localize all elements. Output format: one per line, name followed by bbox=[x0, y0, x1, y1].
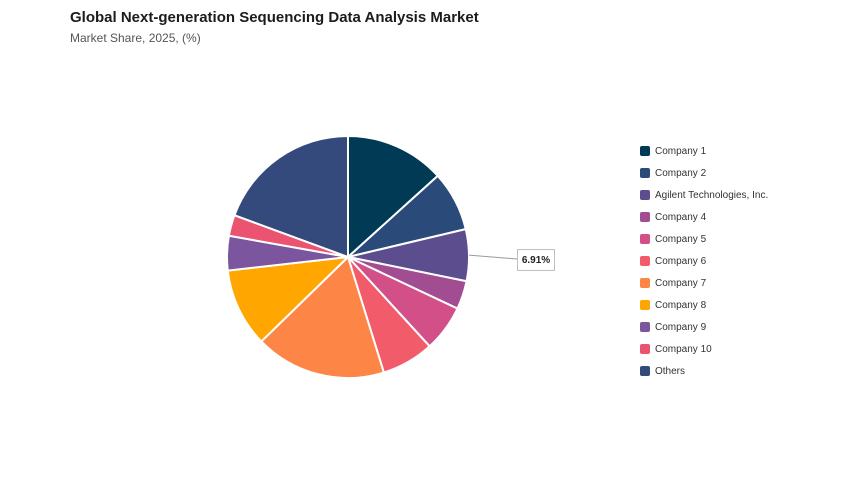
chart-title: Global Next-generation Sequencing Data A… bbox=[70, 9, 479, 26]
legend-item[interactable]: Company 2 bbox=[640, 162, 768, 184]
legend-item[interactable]: Company 10 bbox=[640, 338, 768, 360]
pie-slice-1[interactable] bbox=[347, 134, 440, 260]
chart-subtitle: Market Share, 2025, (%) bbox=[70, 31, 201, 45]
legend-label: Company 7 bbox=[655, 277, 707, 289]
legend-swatch bbox=[640, 146, 650, 156]
legend-item[interactable]: Company 6 bbox=[640, 250, 768, 272]
legend-item[interactable]: Company 1 bbox=[640, 140, 768, 162]
legend-item[interactable]: Agilent Technologies, Inc. bbox=[640, 184, 768, 206]
legend-label: Company 5 bbox=[655, 233, 707, 245]
legend-item[interactable]: Company 7 bbox=[640, 272, 768, 294]
pie-slice-7[interactable] bbox=[259, 255, 386, 379]
legend-label: Company 9 bbox=[655, 321, 707, 333]
pie-slice-8[interactable] bbox=[226, 255, 351, 343]
legend-swatch bbox=[640, 278, 650, 288]
legend-swatch bbox=[640, 256, 650, 266]
legend-label: Company 8 bbox=[655, 299, 707, 311]
legend-label: Company 2 bbox=[655, 167, 707, 179]
legend-label: Others bbox=[655, 365, 686, 377]
legend-swatch bbox=[640, 190, 650, 200]
legend-item[interactable]: Company 4 bbox=[640, 206, 768, 228]
legend-item[interactable]: Company 9 bbox=[640, 316, 768, 338]
legend-item[interactable]: Others bbox=[640, 360, 768, 382]
legend-swatch bbox=[640, 322, 650, 332]
legend-swatch bbox=[640, 344, 650, 354]
legend-swatch bbox=[640, 168, 650, 178]
legend-swatch bbox=[640, 300, 650, 310]
callout-label: 6.91% bbox=[517, 249, 555, 271]
legend-label: Company 6 bbox=[655, 255, 707, 267]
legend-label: Company 10 bbox=[655, 343, 712, 355]
chart-legend: Company 1 Company 2 Agilent Technologies, … bbox=[640, 140, 768, 382]
legend-swatch bbox=[640, 234, 650, 244]
legend-item[interactable]: Company 8 bbox=[640, 294, 768, 316]
legend-swatch bbox=[640, 366, 650, 376]
legend-swatch bbox=[640, 212, 650, 222]
callout-leader-line bbox=[468, 254, 518, 260]
pie-slice-11[interactable] bbox=[233, 134, 349, 259]
legend-label: Agilent Technologies, Inc. bbox=[655, 189, 769, 201]
legend-label: Company 4 bbox=[655, 211, 707, 223]
legend-label: Company 1 bbox=[655, 145, 707, 157]
legend-item[interactable]: Company 5 bbox=[640, 228, 768, 250]
